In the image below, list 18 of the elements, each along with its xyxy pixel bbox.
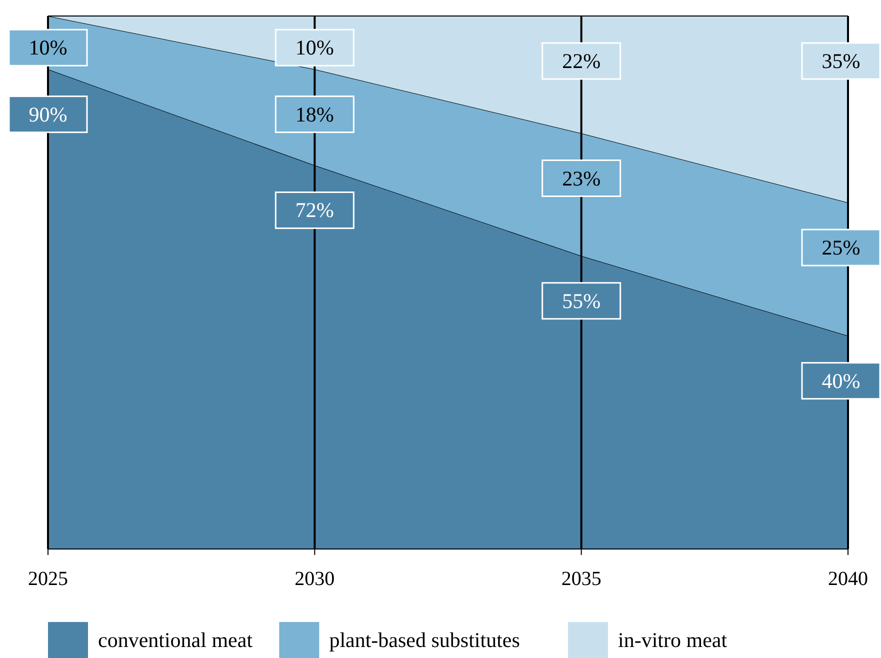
data-label: 25%: [822, 236, 860, 260]
x-tick-label: 2025: [28, 568, 68, 590]
data-label: 55%: [562, 288, 601, 313]
legend-label: conventional meat: [98, 628, 253, 652]
legend-label: in-vitro meat: [618, 628, 728, 652]
data-label: 35%: [822, 49, 860, 73]
data-label: 18%: [295, 102, 334, 126]
data-label: 72%: [295, 198, 334, 222]
data-label: 23%: [562, 166, 601, 190]
data-label: 90%: [28, 102, 68, 126]
data-label: 40%: [822, 368, 860, 393]
x-tick-label: 2040: [828, 568, 868, 590]
data-label: 22%: [562, 49, 601, 73]
x-tick-label: 2030: [294, 568, 335, 590]
legend-label: plant-based substitutes: [329, 628, 520, 652]
data-label: 10%: [295, 36, 334, 60]
x-tick-label: 2035: [561, 568, 602, 590]
data-label: 10%: [28, 36, 68, 60]
